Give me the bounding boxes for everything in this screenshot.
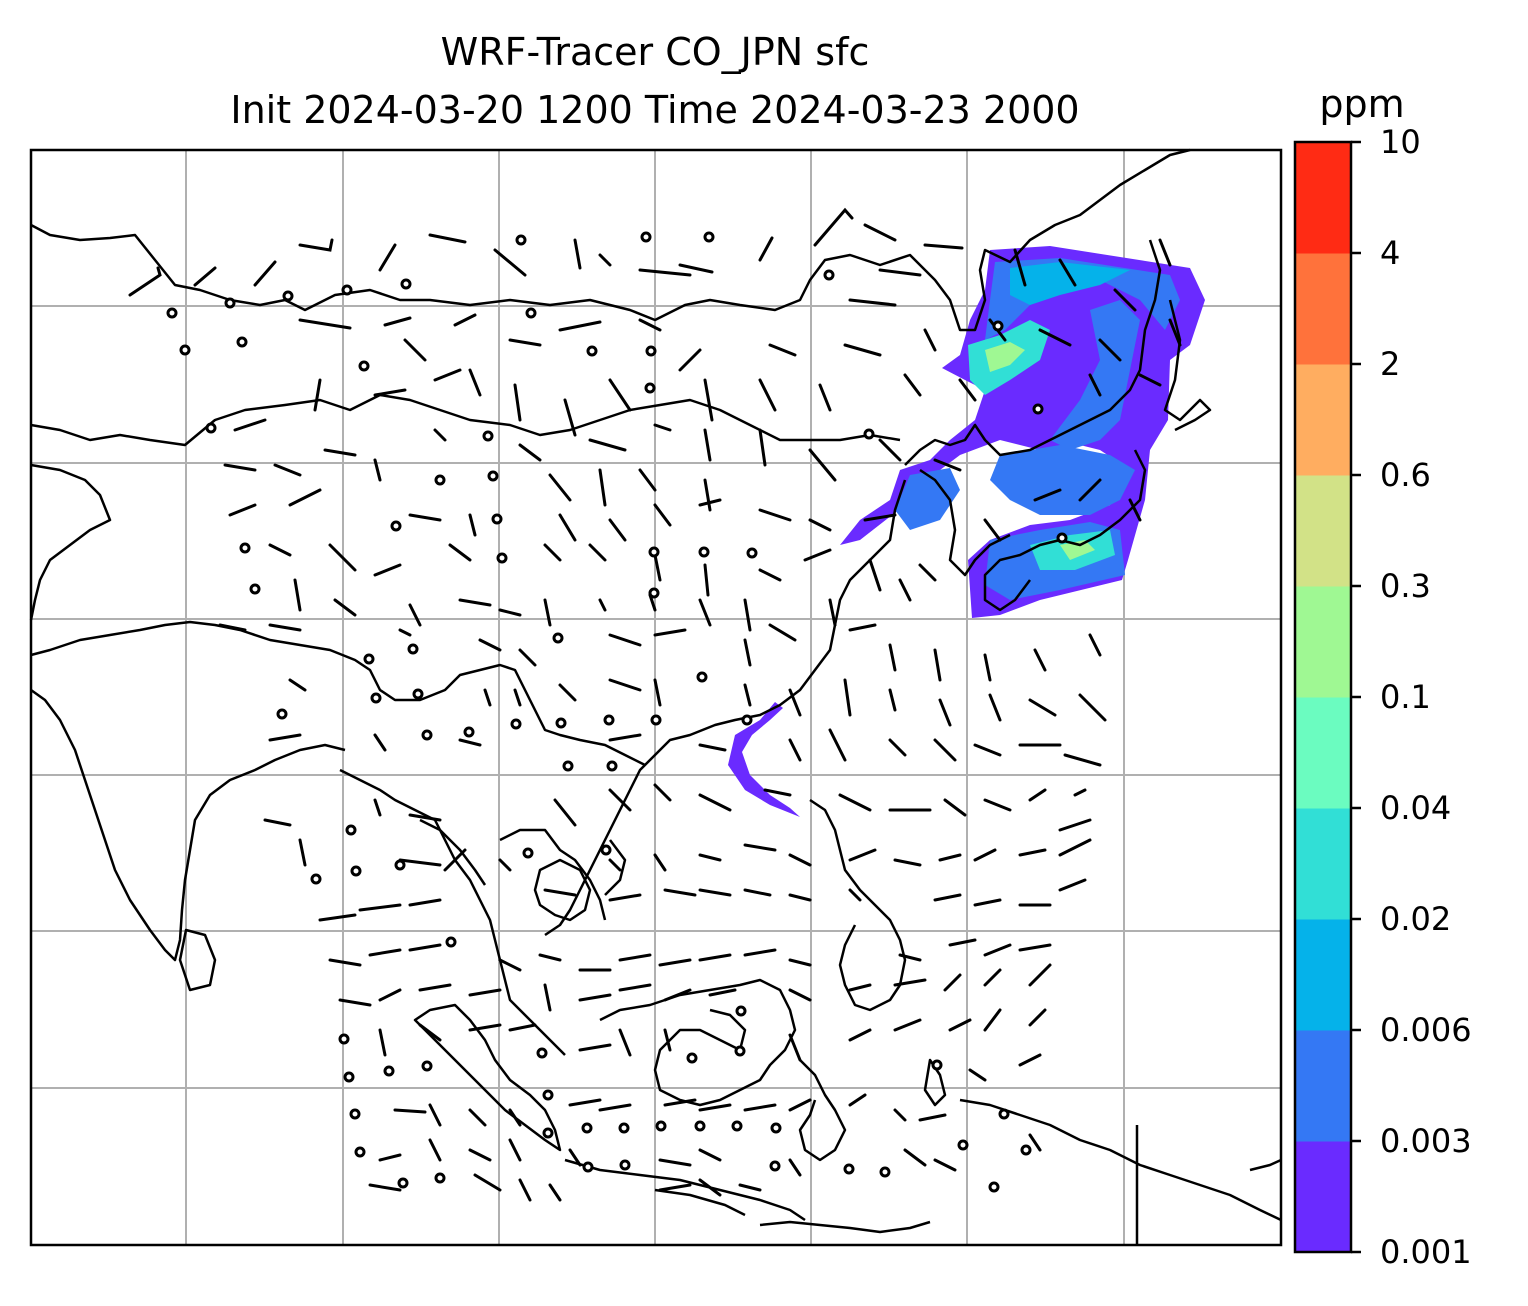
colorbar-segment — [1295, 142, 1351, 254]
wind-barbs — [128, 207, 1182, 1202]
colorbar-tick-label: 0.3 — [1380, 567, 1431, 605]
colorbar-segment — [1295, 475, 1351, 587]
colorbar-segment — [1295, 586, 1351, 698]
colorbar-segment — [1295, 1141, 1351, 1253]
figure-title-line1: WRF-Tracer CO_JPN sfc — [440, 30, 870, 74]
colorbar — [1293, 140, 1361, 1254]
colorbar-segment — [1295, 253, 1351, 365]
figure-title-line2: Init 2024-03-20 1200 Time 2024-03-23 200… — [230, 88, 1080, 132]
colorbar-tick-label: 2 — [1380, 345, 1401, 383]
map-gridlines — [31, 150, 1281, 1245]
map-frame — [29, 148, 1283, 1247]
colorbar-unit-label: ppm — [1319, 82, 1405, 126]
colorbar-tick-label: 10 — [1380, 123, 1421, 161]
colorbar-tick-label: 0.04 — [1380, 789, 1452, 827]
colorbar-segment — [1295, 808, 1351, 920]
colorbar-tick-label: 4 — [1380, 234, 1401, 272]
colorbar-tick-label: 0.02 — [1380, 900, 1452, 938]
colorbar-tick-label: 0.003 — [1380, 1122, 1472, 1160]
colorbar-segment — [1295, 364, 1351, 476]
colorbar-tick-label: 0.001 — [1380, 1233, 1472, 1271]
colorbar-segment — [1295, 1030, 1351, 1142]
colorbar-segment — [1295, 697, 1351, 809]
calm-wind-markers — [166, 231, 1068, 1193]
colorbar-tick-label: 0.006 — [1380, 1011, 1472, 1049]
coastlines — [29, 148, 1282, 1245]
colorbar-tick-label: 0.6 — [1380, 456, 1431, 494]
colorbar-segment — [1295, 919, 1351, 1031]
colorbar-tick-label: 0.1 — [1380, 678, 1431, 716]
